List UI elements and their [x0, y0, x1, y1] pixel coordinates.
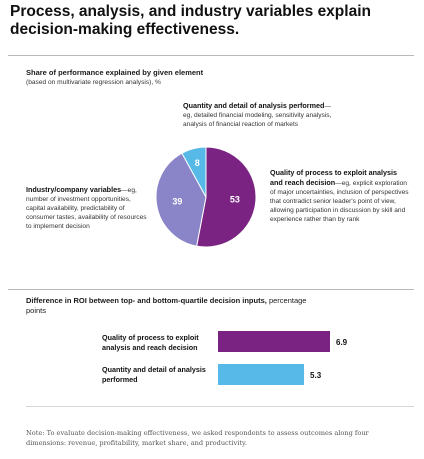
- footnote: Note: To evaluate decision-making effect…: [26, 429, 369, 447]
- pie-chart-title: Share of performance explained by given …: [26, 68, 203, 87]
- pie-label-process-rest: —eg, explicit exploration of major uncer…: [270, 180, 409, 223]
- pie-title-text: Share of performance explained by given …: [26, 68, 204, 77]
- bar-chart-title: Difference in ROI between top- and botto…: [26, 296, 326, 315]
- pie-value-label-analysis: 8: [195, 158, 200, 168]
- pie-slice-analysis: [181, 146, 207, 198]
- bar-analysis: [218, 364, 305, 385]
- bar-title-text: Difference in ROI between top- and botto…: [26, 296, 267, 305]
- bar-value-analysis: 5.3: [310, 371, 322, 380]
- bar-process: [218, 331, 330, 352]
- bar-value-process: 6.9: [336, 338, 348, 347]
- pie-slice-process: [196, 146, 257, 248]
- bar-subtitle: percentage points: [26, 296, 307, 315]
- pie-subtitle: (based on multivariate regression analys…: [26, 78, 161, 86]
- pie-value-label-industry: 39: [172, 197, 182, 207]
- page-title: Process, analysis, and industry variable…: [10, 3, 371, 38]
- pie-label-analysis-rest: —eg, detailed financial modeling, sensit…: [183, 103, 332, 128]
- pie-label-industry-bold: Industry/company variables: [26, 185, 122, 194]
- mid-divider: [8, 289, 414, 290]
- pie-label-industry-rest: —eg, number of investment opportunities,…: [26, 187, 147, 230]
- pie-slice-industry: [155, 152, 207, 247]
- pie-label-industry: Industry/company variables—eg, number of…: [26, 185, 151, 231]
- pie-label-process-bold: Quality of process to exploit analysis a…: [270, 168, 398, 187]
- pie-value-label-process: 53: [230, 195, 240, 205]
- bar-label-analysis: Quantity and detail of analysis performe…: [102, 365, 206, 384]
- bar-label-process: Quality of process to exploit analysis a…: [102, 333, 199, 352]
- top-divider: [8, 55, 414, 56]
- bottom-divider: [26, 406, 414, 407]
- pie-label-analysis-bold: Quantity and detail of analysis performe…: [183, 101, 325, 110]
- pie-chart: 53 39 8: [155, 146, 257, 248]
- pie-label-process: Quality of process to exploit analysis a…: [270, 168, 410, 224]
- pie-label-analysis: Quantity and detail of analysis performe…: [183, 101, 333, 129]
